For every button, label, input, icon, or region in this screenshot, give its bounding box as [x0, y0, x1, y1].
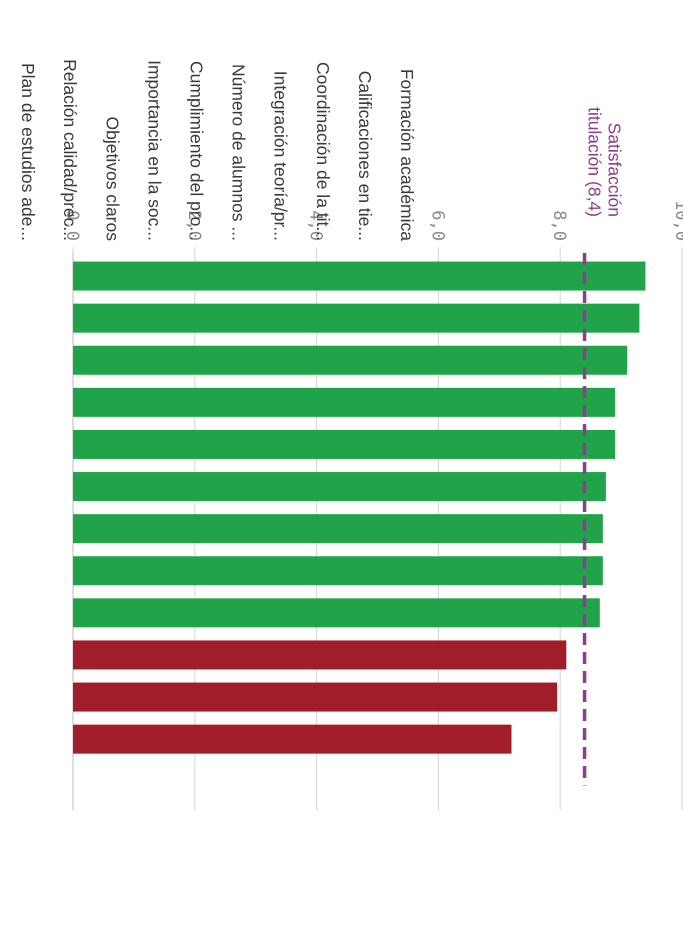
category-label: Importancia en la soc...	[144, 60, 164, 241]
y-tick-label: 8,0	[549, 210, 569, 241]
y-tick-label: 2,0	[184, 210, 204, 241]
category-label: Coordinación de la tit...	[313, 62, 333, 241]
bar	[72, 261, 646, 291]
category-label: Número de alumnos ...	[229, 64, 249, 241]
bar	[72, 429, 616, 459]
category-label: Formación académica	[397, 69, 417, 241]
category-label: Objetivos claros	[102, 117, 122, 242]
category-label: Cumplimiento del pro...	[186, 61, 206, 241]
reference-label: Satisfacción	[605, 123, 625, 217]
chart-rotated-group: 0,0 2,0 4,0 6,0 8,0 10,0 Formación académica C…	[18, 59, 683, 811]
bar	[73, 472, 606, 502]
bar	[73, 682, 558, 712]
category-label: Integración teoría/pr...	[271, 71, 291, 241]
category-label: Calificaciones en tie...	[355, 71, 375, 241]
bar	[72, 514, 603, 544]
y-tick-label: 6,0	[427, 210, 447, 241]
bar	[72, 640, 567, 670]
bar	[72, 345, 628, 375]
bar	[73, 303, 640, 333]
y-tick-label: 10,0	[671, 200, 683, 241]
y-tick-label: 4,0	[306, 210, 326, 241]
bar	[73, 598, 600, 628]
reference-label: titulación (8,4)	[585, 107, 605, 217]
bar	[72, 556, 603, 586]
y-tick-label: 0,0	[62, 210, 82, 241]
y-tick-labels: 0,0 2,0 4,0 6,0 8,0 10,0	[62, 200, 683, 241]
bar	[72, 387, 616, 417]
category-label: Relación calidad/prec...	[60, 59, 80, 241]
bar	[72, 724, 512, 754]
category-label: Plan de estudios ade...	[18, 63, 38, 241]
bars	[72, 261, 646, 754]
category-labels: Formación académica Calificaciones en tie…	[18, 59, 417, 242]
